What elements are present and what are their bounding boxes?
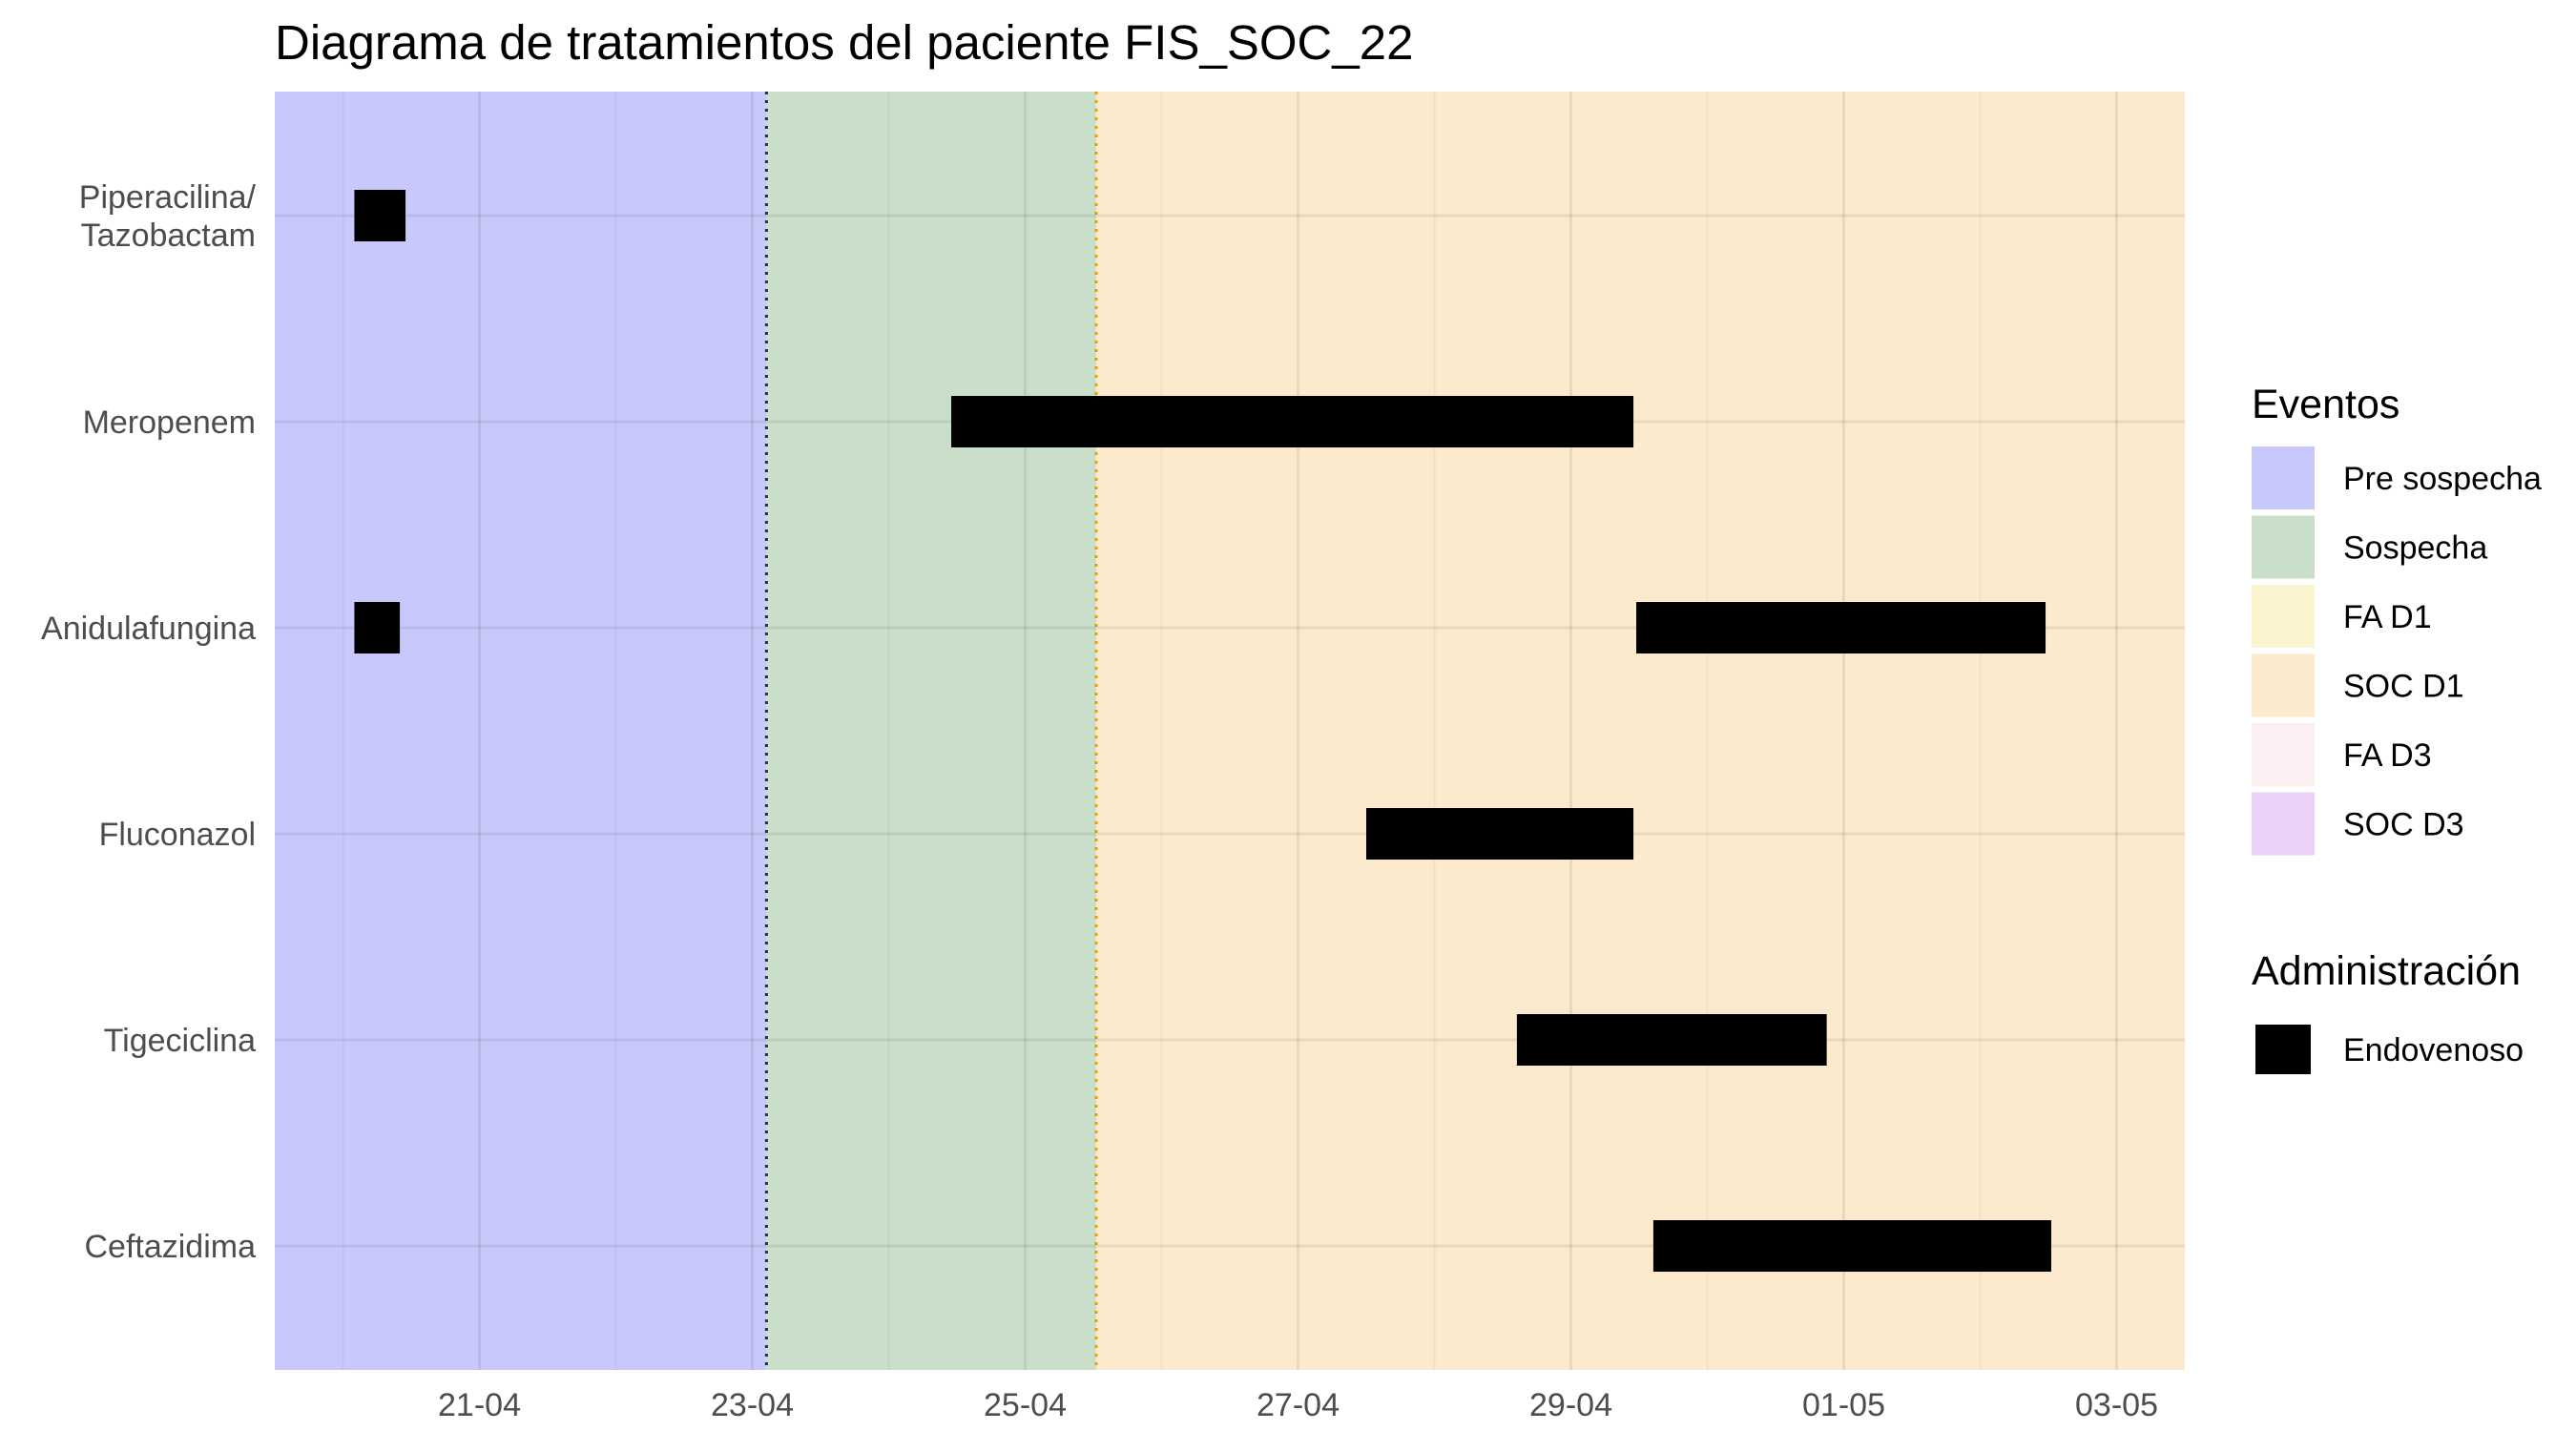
- legend-key: [2252, 515, 2315, 579]
- x-tick-label: 01-05: [1802, 1387, 1885, 1423]
- event-period-bands: [275, 92, 2185, 1370]
- y-tick-label: Ceftazidima: [84, 1229, 256, 1265]
- event-band-2: [766, 92, 1096, 1370]
- x-tick-label: 23-04: [711, 1387, 794, 1423]
- legend-label: Pre sospecha: [2343, 461, 2542, 497]
- x-tick-label: 29-04: [1529, 1387, 1612, 1423]
- legend-title-eventos: Eventos: [2252, 382, 2399, 427]
- event-lines: [764, 92, 1098, 1370]
- chart-title: Diagrama de tratamientos del paciente FI…: [275, 15, 1413, 70]
- treatment-bar-1: [354, 190, 406, 241]
- x-axis-labels: 21-04 23-04 25-04 27-04 29-04 01-05 03-05: [438, 1387, 2158, 1423]
- legend-label: Endovenoso: [2343, 1032, 2524, 1068]
- x-tick-label: 25-04: [984, 1387, 1067, 1423]
- y-tick-label: Anidulafungina: [41, 611, 256, 647]
- y-tick-label: Meropenem: [83, 404, 256, 441]
- legends: Eventos Pre sospecha Sospecha FA D1 SOC D1 FA…: [2252, 382, 2542, 1074]
- treatment-bars: [354, 190, 2051, 1272]
- legend-key: [2252, 446, 2315, 509]
- y-tick-label: Fluconazol: [99, 817, 256, 853]
- treatment-bar-2: [951, 396, 1634, 447]
- event-band-1: [275, 92, 767, 1370]
- treatment-bar-5: [1366, 808, 1634, 860]
- legend-key: [2252, 723, 2315, 786]
- y-axis-labels: Piperacilina/Tazobactam Meropenem Anidulaf…: [41, 179, 257, 1265]
- legend-label: Sospecha: [2343, 530, 2487, 567]
- legend-title-administracion: Administración: [2252, 948, 2521, 994]
- treatment-bar-4: [1636, 602, 2046, 653]
- legend-key: [2255, 1025, 2311, 1074]
- x-tick-label: 27-04: [1257, 1387, 1340, 1423]
- legend-label: FA D1: [2343, 599, 2432, 635]
- treatment-bar-6: [1516, 1014, 1827, 1066]
- y-tick-label: Tigeciclina: [104, 1023, 256, 1059]
- legend-label: SOC D1: [2343, 669, 2464, 705]
- legend-key: [2252, 585, 2315, 648]
- y-tick-label: Piperacilina/Tazobactam: [79, 179, 257, 254]
- legend-label: SOC D3: [2343, 807, 2464, 843]
- x-tick-label: 21-04: [438, 1387, 521, 1423]
- legend-label: FA D3: [2343, 737, 2432, 774]
- treatment-bar-7: [1652, 1220, 2051, 1272]
- legend-key: [2252, 653, 2315, 717]
- x-tick-label: 03-05: [2075, 1387, 2158, 1423]
- event-band-3: [1095, 92, 2185, 1370]
- legend-key: [2252, 792, 2315, 856]
- treatment-bar-3: [354, 602, 401, 653]
